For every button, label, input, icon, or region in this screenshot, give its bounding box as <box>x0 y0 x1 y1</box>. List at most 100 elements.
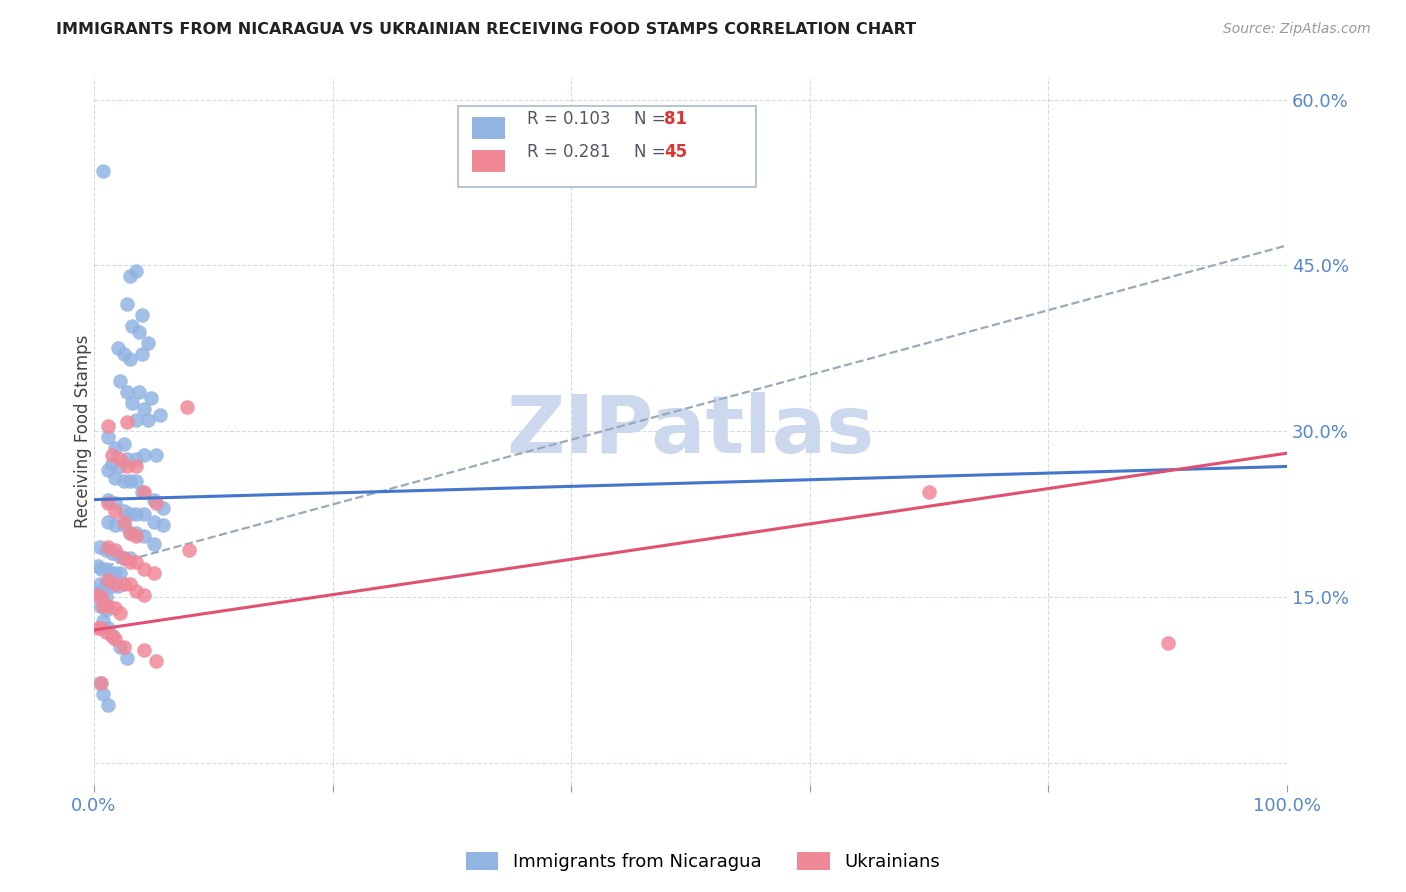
Point <box>89 599 111 613</box>
Point <box>108 566 131 580</box>
Point <box>152 518 174 533</box>
Point <box>132 562 155 576</box>
Point <box>108 607 131 621</box>
Point <box>104 496 127 510</box>
Point <box>132 449 155 463</box>
Point <box>101 629 124 643</box>
Point <box>104 518 127 533</box>
Point <box>117 650 139 665</box>
Point <box>136 335 159 350</box>
Point <box>118 525 141 540</box>
Point <box>132 507 155 521</box>
Point <box>112 551 135 566</box>
Point <box>94 590 117 604</box>
Text: N =: N = <box>634 111 671 128</box>
Point <box>101 449 124 463</box>
Point <box>104 504 127 518</box>
Point <box>94 562 117 576</box>
Point <box>128 325 150 339</box>
Point <box>100 566 122 580</box>
Point <box>112 518 135 533</box>
Point <box>97 621 120 635</box>
Text: R = 0.103: R = 0.103 <box>527 111 610 128</box>
Point <box>121 319 143 334</box>
Point <box>179 543 201 558</box>
Point <box>117 297 139 311</box>
Point <box>108 375 131 389</box>
Point <box>86 621 108 635</box>
Point <box>125 507 148 521</box>
Point <box>132 529 155 543</box>
Point <box>104 566 127 580</box>
Point <box>97 540 120 554</box>
Point <box>104 576 127 591</box>
Point <box>94 603 117 617</box>
Point <box>117 459 139 474</box>
Point <box>118 525 141 540</box>
Point <box>117 451 139 466</box>
Point <box>90 676 112 690</box>
Point <box>107 341 129 355</box>
Point <box>101 546 124 560</box>
Point <box>104 441 127 455</box>
Point <box>97 698 120 713</box>
Point <box>94 625 117 640</box>
Point <box>132 402 155 417</box>
Point <box>97 429 120 443</box>
Point <box>93 599 115 613</box>
Point <box>132 643 155 657</box>
Point <box>142 566 165 580</box>
Point <box>145 654 167 668</box>
Point <box>1156 636 1178 650</box>
Point <box>89 540 111 554</box>
Point <box>97 515 120 529</box>
Point <box>104 601 127 615</box>
Point <box>104 543 127 558</box>
Text: N =: N = <box>634 143 671 161</box>
Point <box>101 457 124 471</box>
Legend: Immigrants from Nicaragua, Ukrainians: Immigrants from Nicaragua, Ukrainians <box>458 845 948 879</box>
Point <box>176 400 198 414</box>
Text: ZIPatlas: ZIPatlas <box>506 392 875 470</box>
FancyBboxPatch shape <box>472 117 506 139</box>
Point <box>117 415 139 429</box>
Point <box>125 264 148 278</box>
Point <box>136 413 159 427</box>
Point <box>125 474 148 488</box>
Point <box>132 588 155 602</box>
Point <box>112 640 135 654</box>
Point <box>118 474 141 488</box>
Point <box>112 504 135 518</box>
Point <box>97 496 120 510</box>
Text: IMMIGRANTS FROM NICARAGUA VS UKRAINIAN RECEIVING FOOD STAMPS CORRELATION CHART: IMMIGRANTS FROM NICARAGUA VS UKRAINIAN R… <box>56 22 917 37</box>
Point <box>112 437 135 451</box>
Point <box>141 391 163 405</box>
Point <box>118 554 141 568</box>
Y-axis label: Receiving Food Stamps: Receiving Food Stamps <box>75 334 91 528</box>
Point <box>142 515 165 529</box>
Point <box>86 584 108 599</box>
Point <box>108 451 131 466</box>
Point <box>97 418 120 433</box>
Point <box>107 548 129 562</box>
Point <box>90 590 112 604</box>
Point <box>125 554 148 568</box>
Point <box>107 579 129 593</box>
Text: R = 0.281: R = 0.281 <box>527 143 610 161</box>
Point <box>104 470 127 484</box>
Point <box>142 537 165 551</box>
Point <box>94 543 117 558</box>
FancyBboxPatch shape <box>472 150 506 171</box>
Point <box>145 496 167 510</box>
Point <box>112 515 135 529</box>
Point <box>112 474 135 488</box>
Point <box>118 507 141 521</box>
Point <box>108 640 131 654</box>
Point <box>104 632 127 646</box>
Point <box>97 574 120 588</box>
Point <box>125 529 148 543</box>
Point <box>918 484 941 499</box>
Point <box>97 492 120 507</box>
Point <box>90 621 112 635</box>
Point <box>117 385 139 400</box>
